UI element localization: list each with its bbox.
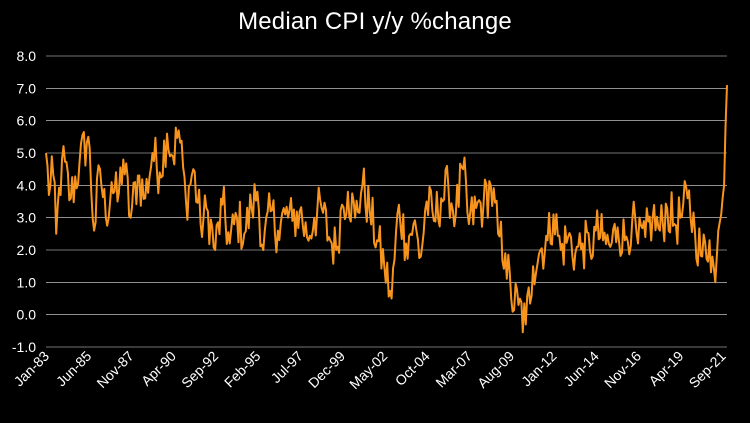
series-line-median-cpi <box>45 85 728 334</box>
x-tick-label: May-02 <box>346 348 390 392</box>
x-tick-label: Jun-85 <box>53 348 95 390</box>
x-tick-label: Jul-97 <box>268 348 306 386</box>
x-axis-tick-labels: Jan-83 Jun-85 Nov-87 Apr-90 Sep-92 Feb-95 Jul-… <box>11 348 729 392</box>
y-tick-label: 0.0 <box>17 307 37 323</box>
x-tick-label: Feb-95 <box>221 348 264 391</box>
x-tick-label: Dec-99 <box>305 348 348 391</box>
y-tick-label: 7.0 <box>17 80 37 96</box>
y-tick-label: 1.0 <box>17 274 37 290</box>
x-tick-label: Oct-04 <box>392 348 433 389</box>
y-tick-label: 3.0 <box>17 210 37 226</box>
x-tick-label: Nov-87 <box>93 348 136 391</box>
x-tick-label: Jun-14 <box>560 348 602 390</box>
x-tick-label: Apr-19 <box>645 348 686 389</box>
x-tick-label: Jan-12 <box>518 348 560 390</box>
chart-title: Median CPI y/y %change <box>238 8 512 35</box>
y-tick-label: 6.0 <box>17 113 37 129</box>
x-tick-label: Aug-09 <box>474 348 517 391</box>
x-tick-label: Nov-16 <box>601 348 644 391</box>
y-tick-label: -1.0 <box>12 339 36 355</box>
y-tick-label: 5.0 <box>17 145 37 161</box>
y-tick-label: 2.0 <box>17 242 37 258</box>
gridlines <box>46 55 727 348</box>
x-tick-label: Sep-92 <box>178 348 221 391</box>
y-tick-label: 4.0 <box>17 177 37 193</box>
y-tick-label: 8.0 <box>17 48 37 64</box>
x-tick-label: Mar-07 <box>432 348 475 391</box>
x-tick-label: Sep-21 <box>686 348 729 391</box>
x-tick-label: Apr-90 <box>138 348 179 389</box>
y-axis-tick-labels: 8.0 7.0 6.0 5.0 4.0 3.0 2.0 1.0 0.0 -1.0 <box>12 48 36 355</box>
series-group <box>45 85 728 334</box>
